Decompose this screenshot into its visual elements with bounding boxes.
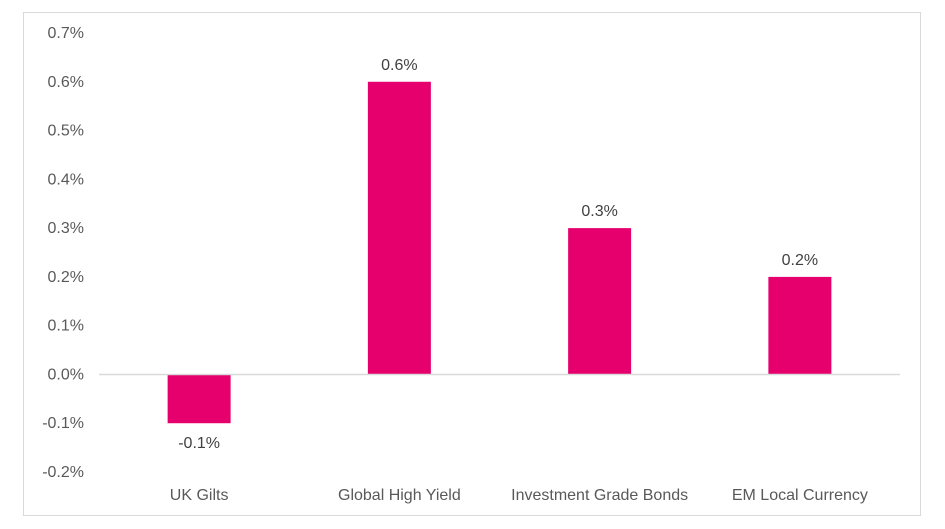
y-tick-label: -0.2% xyxy=(42,464,84,481)
category-label: EM Local Currency xyxy=(732,487,868,504)
data-label: 0.6% xyxy=(381,57,417,74)
y-tick-label: 0.3% xyxy=(48,220,84,237)
y-tick-label: 0.4% xyxy=(48,171,84,188)
data-label: -0.1% xyxy=(178,435,220,452)
y-tick-label: 0.2% xyxy=(48,269,84,286)
y-axis-ticks: 0.7% 0.6% 0.5% 0.4% 0.3% 0.2% 0.1% 0.0% -0.1% -0.… xyxy=(42,25,84,481)
category-label: Global High Yield xyxy=(338,487,461,504)
y-tick-label: 0.7% xyxy=(48,25,84,42)
category-labels: UK Gilts Global High Yield Investment Grad… xyxy=(170,487,868,504)
bar xyxy=(768,276,832,375)
data-label: 0.3% xyxy=(581,203,617,220)
category-label: UK Gilts xyxy=(170,487,229,504)
bar xyxy=(167,374,231,424)
bars xyxy=(167,81,832,424)
data-label: 0.2% xyxy=(782,252,818,269)
y-tick-label: 0.1% xyxy=(48,318,84,335)
y-tick-label: 0.5% xyxy=(48,123,84,140)
category-label: Investment Grade Bonds xyxy=(511,487,688,504)
bar xyxy=(568,228,632,375)
data-labels: -0.1% 0.6% 0.3% 0.2% xyxy=(178,57,818,452)
y-tick-label: 0.0% xyxy=(48,366,84,383)
chart-frame xyxy=(23,12,921,516)
y-tick-label: 0.6% xyxy=(48,74,84,91)
y-tick-label: -0.1% xyxy=(42,415,84,432)
bar xyxy=(367,81,431,375)
